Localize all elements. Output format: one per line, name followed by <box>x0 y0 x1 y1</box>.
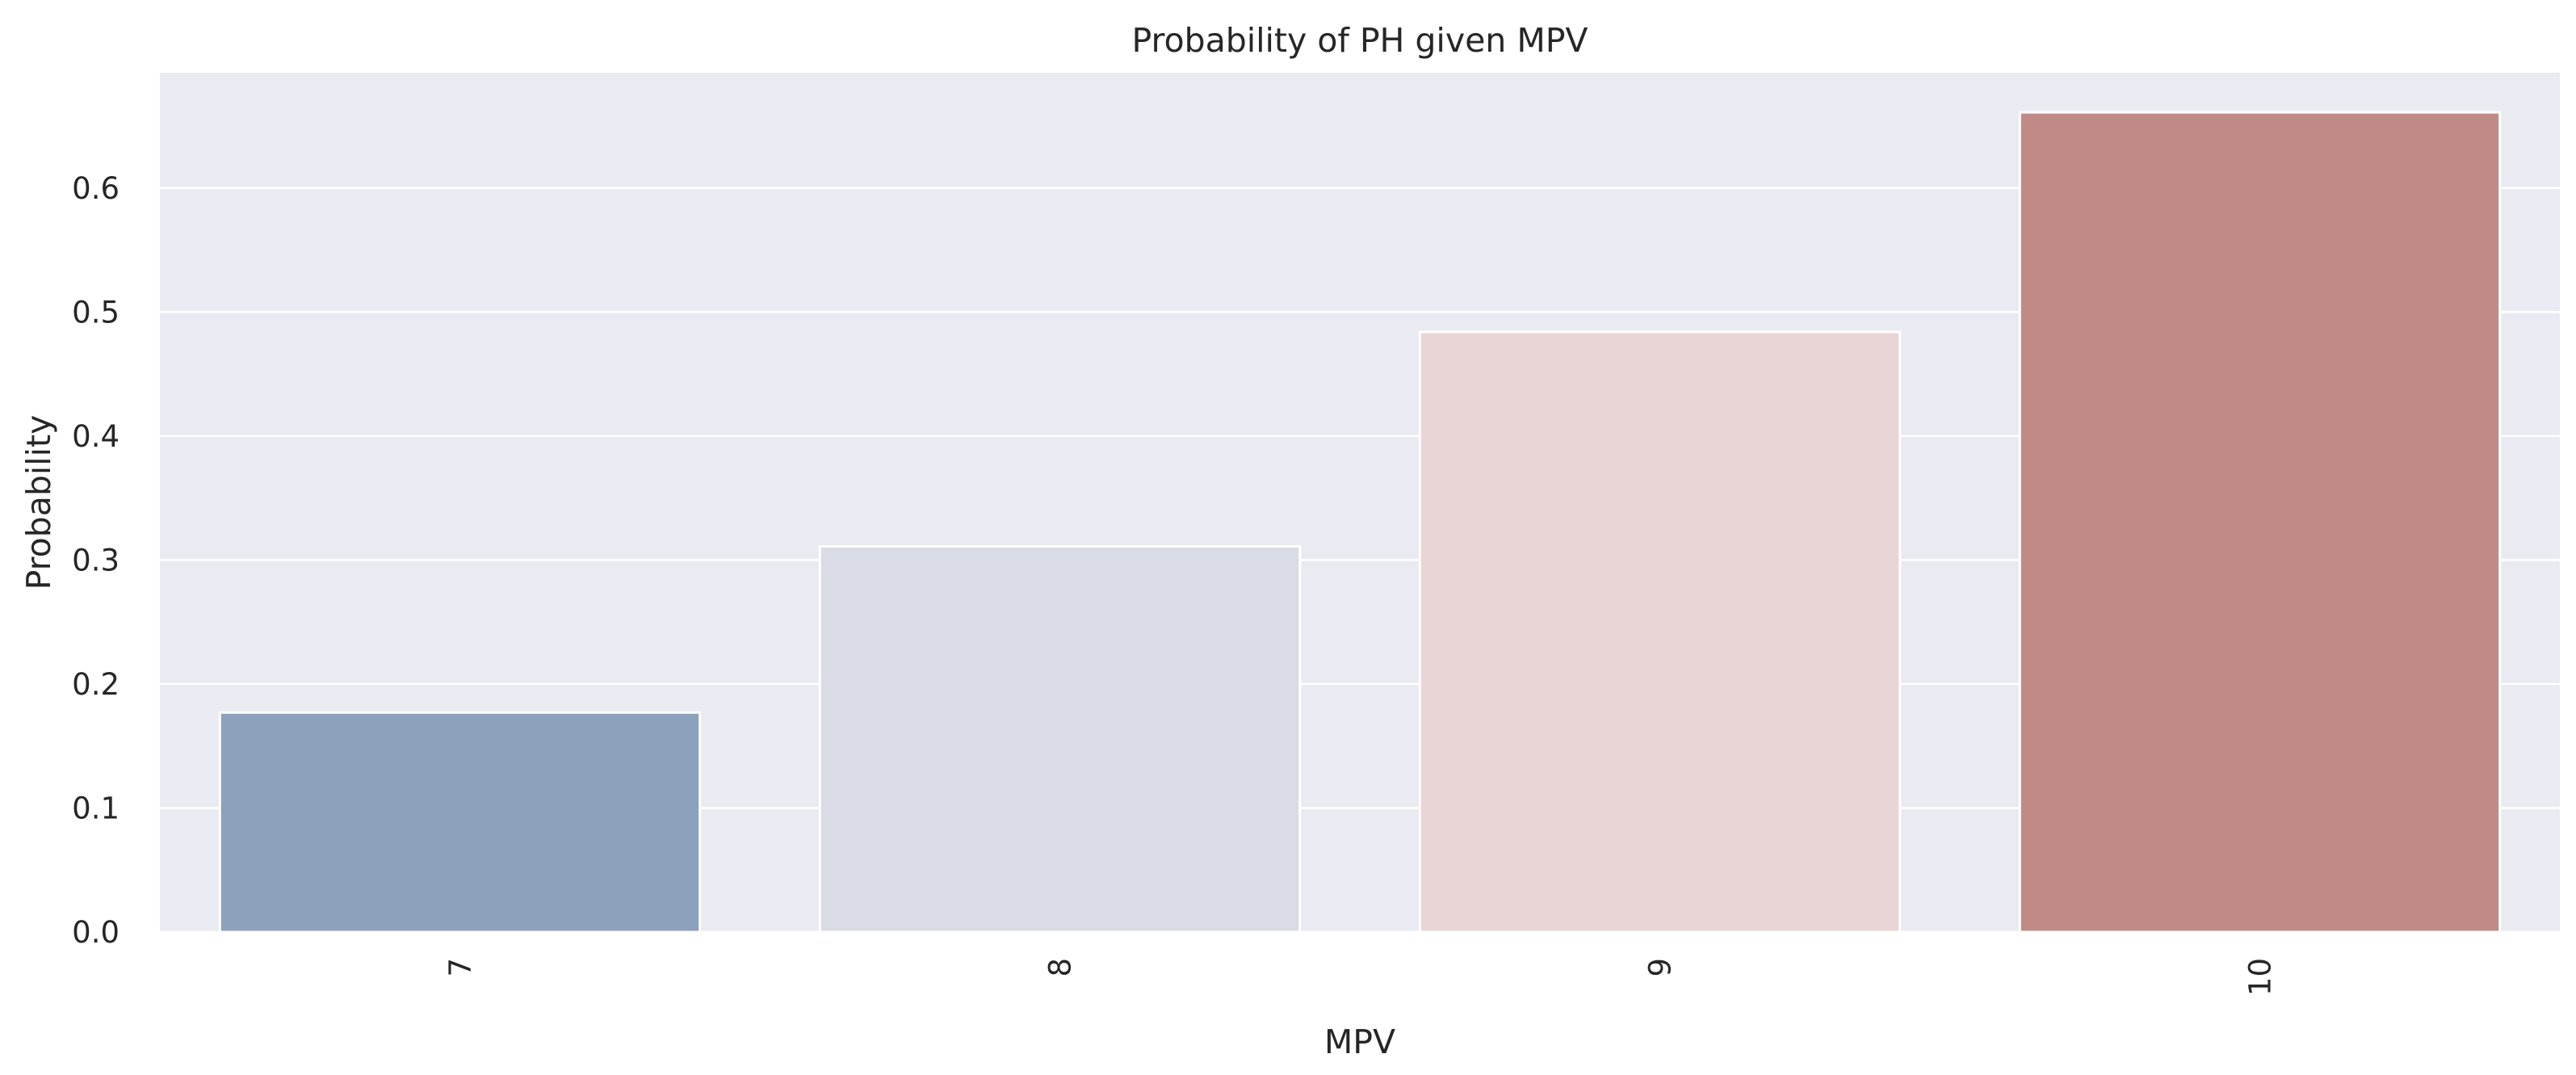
x-tick-label: 9 <box>1643 958 1678 977</box>
bars <box>218 111 2502 934</box>
bar-10 <box>2018 111 2502 934</box>
y-axis-label: Probability <box>19 415 58 590</box>
y-tick-label: 0.2 <box>72 667 120 702</box>
y-tick-label: 0.1 <box>72 791 120 825</box>
bar-7 <box>218 711 702 934</box>
x-tick-label: 8 <box>1043 958 1078 977</box>
bar-9 <box>1418 330 1902 934</box>
y-tick-label: 0.5 <box>72 295 120 330</box>
x-tick-labels: 7 8 9 10 <box>443 958 2278 996</box>
y-tick-label: 0.6 <box>72 171 120 206</box>
y-tick-label: 0.3 <box>72 543 120 577</box>
y-tick-label: 0.4 <box>72 419 120 454</box>
y-tick-label: 0.0 <box>72 915 120 950</box>
x-tick-label: 7 <box>443 958 478 977</box>
chart-title: Probability of PH given MPV <box>1132 21 1588 60</box>
x-tick-label: 10 <box>2243 958 2278 996</box>
x-axis-label: MPV <box>1324 1023 1395 1061</box>
y-tick-labels: 0.0 0.1 0.2 0.3 0.4 0.5 0.6 <box>72 171 120 950</box>
bar-8 <box>818 545 1302 934</box>
